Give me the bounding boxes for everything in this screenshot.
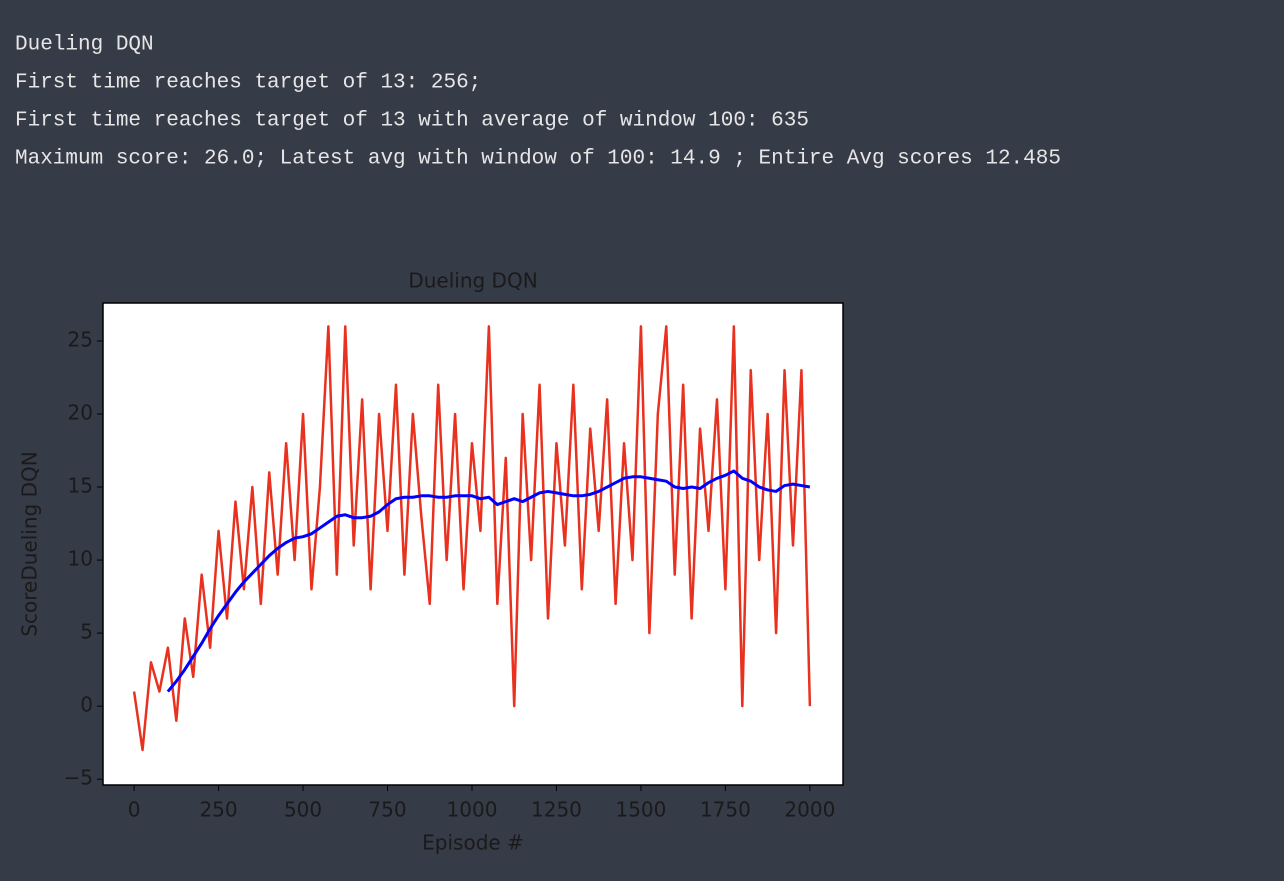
y-tick-label: 0 bbox=[80, 693, 93, 717]
x-tick-label: 250 bbox=[199, 798, 237, 822]
x-tick-label: 1500 bbox=[615, 798, 666, 822]
x-tick-label: 750 bbox=[368, 798, 406, 822]
x-tick-label: 1000 bbox=[447, 798, 498, 822]
y-tick-label: 10 bbox=[68, 547, 93, 571]
output-line: Maximum score: 26.0; Latest avg with win… bbox=[15, 148, 1061, 171]
x-axis-label: Episode # bbox=[422, 831, 524, 855]
x-tick-label: 1250 bbox=[531, 798, 582, 822]
output-line: First time reaches target of 13: 256; bbox=[15, 72, 481, 95]
y-tick-label: 25 bbox=[68, 327, 93, 351]
output-line: Dueling DQN bbox=[15, 34, 154, 57]
x-tick-label: 1750 bbox=[700, 798, 751, 822]
series-line bbox=[132, 325, 812, 752]
x-tick-label: 0 bbox=[128, 798, 141, 822]
y-tick-label: 20 bbox=[68, 401, 93, 425]
x-tick-label: 2000 bbox=[784, 798, 835, 822]
y-tick-label: −5 bbox=[64, 766, 93, 790]
y-tick-label: 15 bbox=[68, 474, 93, 498]
chart-title: Dueling DQN bbox=[408, 269, 537, 293]
plot-area bbox=[102, 302, 844, 786]
x-tick-label: 500 bbox=[284, 798, 322, 822]
series-line bbox=[166, 469, 811, 693]
y-tick-label: 5 bbox=[80, 620, 93, 644]
y-axis-label: ScoreDueling DQN bbox=[18, 451, 42, 636]
output-line: First time reaches target of 13 with ave… bbox=[15, 110, 809, 133]
